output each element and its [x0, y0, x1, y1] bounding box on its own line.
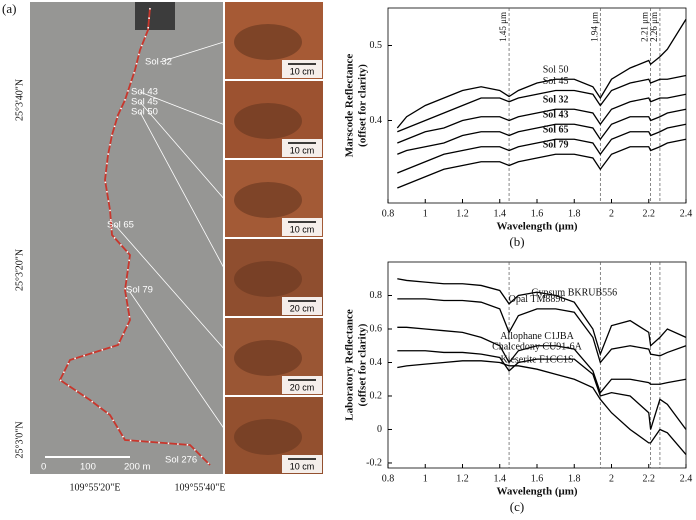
y-tick-label: -0.2 [366, 457, 382, 468]
photo-scale-label: 10 cm [290, 145, 315, 155]
sol-label: Sol 79 [126, 285, 153, 296]
photo-scale-label: 20 cm [290, 303, 315, 313]
series-label: Sol 43 [543, 110, 569, 121]
y-tick-label: 0.2 [370, 390, 383, 401]
y-tick-label: 0.8 [370, 290, 383, 301]
lat-label: 25°3'20"N [14, 249, 25, 291]
y-axis-label: Marscode Reflectance [344, 54, 356, 158]
rock [234, 261, 302, 297]
series-label: Chalcedony CU91-6A [492, 341, 582, 352]
spectrum-line [396, 18, 687, 129]
rock [234, 103, 302, 139]
x-tick-label: 0.8 [382, 473, 395, 484]
photo-scale-label: 20 cm [290, 382, 315, 392]
series-label: Sol 45 [543, 76, 569, 87]
spectrum-line [397, 123, 687, 174]
spectrum-line [397, 278, 687, 357]
scale-label: 100 [80, 462, 96, 473]
photo-scale-label: 10 cm [290, 461, 315, 471]
photo-connectors [114, 39, 231, 431]
y-tick-label: 0.4 [370, 115, 383, 126]
spectrum-line [397, 326, 687, 394]
x-tick-label: 2 [609, 473, 614, 484]
series-label: Sol 32 [543, 95, 569, 106]
lat-label: 25°3'0"N [14, 421, 25, 458]
x-tick-label: 1.2 [456, 473, 469, 484]
reference-label: 2.26 μm [649, 12, 659, 42]
reference-label: 1.94 μm [589, 12, 599, 42]
panel-label: (b) [509, 234, 524, 249]
rock [234, 340, 302, 376]
lon-label: 109°55'40"E [175, 482, 226, 493]
x-tick-label: 1.8 [568, 208, 581, 219]
y-tick-label: 0.5 [370, 40, 383, 51]
x-tick-label: 1.2 [456, 208, 469, 219]
series-label: Sol 65 [543, 125, 569, 136]
spectrum-line [397, 74, 687, 133]
rover-path [58, 7, 211, 466]
y-axis-label: (offset for clarity) [357, 64, 369, 147]
panel-label: (c) [510, 499, 524, 514]
x-tick-label: 2.4 [680, 208, 693, 219]
reference-label: 1.45 μm [498, 12, 508, 42]
spectrum-line [397, 350, 687, 430]
x-tick-label: 2 [609, 208, 614, 219]
series-label: Gypsum BKRUB556 [531, 287, 617, 298]
photo-scale-label: 10 cm [290, 66, 315, 76]
series-label: Kieserite F1CC1S [500, 354, 573, 365]
x-tick-label: 1.8 [568, 473, 581, 484]
x-axis-label: Wavelength (μm) [496, 221, 577, 233]
rock [234, 24, 302, 60]
photo-scale-label: 10 cm [290, 224, 315, 234]
x-tick-label: 1.4 [494, 208, 507, 219]
y-axis-label: Laboratory Reflectance [344, 309, 356, 421]
sol-label: Sol 65 [107, 220, 134, 231]
x-tick-label: 1.4 [494, 473, 507, 484]
x-axis-label: Wavelength (μm) [496, 486, 577, 498]
series-label: Allophane C1JBA [500, 331, 574, 342]
scale-label: 0 [41, 462, 46, 473]
series-label: Opal TM8896 [509, 294, 566, 305]
map-dark-area [135, 2, 175, 30]
rock [234, 182, 302, 218]
y-axis-label: (offset for clarity) [357, 323, 369, 406]
x-tick-label: 2.2 [643, 473, 656, 484]
sol-label: Sol 45 [131, 97, 158, 108]
sol-label: Sol 276 [165, 455, 197, 466]
x-tick-label: 2.2 [643, 208, 656, 219]
y-tick-label: 0.4 [370, 357, 383, 368]
spectrum-line [397, 108, 687, 155]
x-tick-label: 2.4 [680, 473, 693, 484]
x-tick-label: 1 [423, 208, 428, 219]
charts: 0.8 1 1.2 1.4 1.6 1.8 2 2.2 2.4 0.4 0.5 1.45 μm 1.94… [344, 7, 693, 514]
reference-label: 2.21 μm [640, 12, 650, 42]
x-tick-label: 1.6 [531, 473, 544, 484]
series-label: Sol 50 [543, 65, 569, 76]
lon-label: 109°55'20"E [70, 482, 121, 493]
photo-column: 10 cm 10 cm 10 cm 20 cm 20 cm 10 cm [225, 2, 323, 474]
sol-label: Sol 50 [131, 107, 158, 118]
rock [234, 419, 302, 455]
sol-label: Sol 32 [145, 57, 172, 68]
x-tick-label: 1 [423, 473, 428, 484]
sol-label: Sol 43 [131, 87, 158, 98]
spectrum-line [397, 360, 687, 456]
series-label: Sol 79 [543, 140, 569, 151]
panel-label: (a) [2, 1, 16, 16]
scale-label: 200 m [124, 462, 150, 473]
y-tick-label: 0 [377, 424, 382, 435]
spectrum-line [397, 138, 687, 189]
y-tick-label: 0.6 [370, 323, 383, 334]
spectrum-line [397, 93, 687, 144]
lat-label: 25°3'40"N [14, 79, 25, 121]
spectrum-line [397, 298, 687, 364]
x-tick-label: 0.8 [382, 208, 395, 219]
x-tick-label: 1.6 [531, 208, 544, 219]
